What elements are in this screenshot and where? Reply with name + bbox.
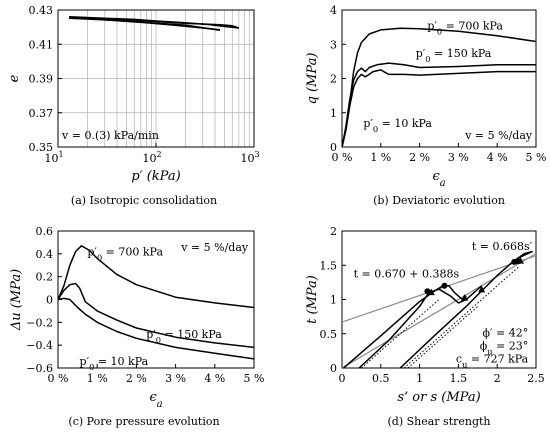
annotation: t = 0.668s′ (472, 240, 533, 253)
panel-a: 101 102 103 0.35 0.37 0.39 0.41 0.43 p′ (kPa) e (a… (7, 4, 260, 207)
annotation: p′0 = 10 kPa (80, 355, 149, 372)
panel-caption: (a) Isotropic consolidation (71, 194, 217, 207)
annotation-text: p′0 = 700 kPa (427, 19, 503, 36)
annotation-text: cu = 727 kPa (456, 352, 529, 369)
annotation-text: p′0 = 700 kPa (87, 246, 163, 263)
y-tick-label: 0.41 (29, 38, 54, 51)
annotation: t = 0.670 + 0.388s (354, 267, 460, 280)
y-tick-label: 1 (330, 294, 337, 307)
x-axis-label: ϵa (432, 169, 445, 189)
y-tick-label: 0.4 (36, 248, 54, 261)
annotation-text: v = 0.(3) kPa/min (61, 129, 159, 142)
y-tick-label: 0.35 (29, 141, 54, 154)
y-tick-label: 0.43 (29, 4, 54, 17)
y-tick-label: 1.5 (320, 259, 338, 272)
panel-c: 0 % 1 % 2 % 3 % 4 % 5 % 0.6 0.4 0.2 0 −0.2 −0.4 −0.6… (9, 225, 264, 428)
annotation-text: v = 5 %/day (464, 129, 533, 142)
y-tick-label: −0.2 (26, 316, 53, 329)
y-tick-label: 0.5 (320, 328, 338, 341)
x-tick-label: 0.5 (372, 372, 390, 385)
plot-area (69, 17, 239, 30)
y-tick-label: 2 (330, 73, 337, 86)
annotation-text: ϕ′ = 42° (483, 326, 529, 339)
y-tick-label: 0 (330, 141, 337, 154)
x-tick-label: 3 % (448, 151, 469, 164)
y-axis-label: e (7, 74, 22, 82)
marker-circle (441, 283, 447, 289)
annotation: p′0 = 700 kPa (87, 246, 163, 263)
x-tick-label: 103 (240, 150, 259, 165)
annotation: p′0 = 150 kPa (416, 47, 492, 64)
x-tick-label: 2 % (126, 372, 147, 385)
x-tick-label: 4 % (204, 372, 225, 385)
x-tick-label: 3 % (165, 372, 186, 385)
panel-b: 0 % 1 % 2 % 3 % 4 % 5 % 0 1 2 3 4 ϵa q (MPa) (b) Devi… (305, 4, 546, 207)
x-tick-label: 1 % (87, 372, 108, 385)
panel-caption: (d) Shear strength (387, 415, 490, 428)
x-tick-label: 0 (339, 372, 346, 385)
x-axis-label: s’ or s (MPa) (397, 390, 480, 405)
annotation: v = 5 %/day (180, 241, 249, 254)
x-tick-label: 1 % (370, 151, 391, 164)
annotation-text: t = 0.670 + 0.388s (354, 267, 460, 280)
x-tick-label: 2.5 (527, 372, 545, 385)
x-axis-label: p′ (kPa) (131, 169, 180, 184)
series-line (58, 298, 254, 359)
y-tick-label: 0 (46, 294, 53, 307)
annotation-text: p′0 = 150 kPa (416, 47, 492, 64)
y-axis-label: q (MPa) (305, 53, 320, 105)
y-tick-label: 0 (330, 362, 337, 375)
y-tick-label: −0.4 (26, 339, 53, 352)
y-tick-label: 2 (330, 225, 337, 238)
x-tick-label: 5 % (244, 372, 265, 385)
annotation: cu = 727 kPa (456, 352, 529, 369)
annotation-text: p′0 = 10 kPa (363, 117, 432, 134)
annotation: v = 5 %/day (464, 129, 533, 142)
y-tick-label: −0.6 (26, 362, 53, 375)
x-tick-label: 102 (142, 150, 161, 165)
annotation-text: p′0 = 10 kPa (80, 355, 149, 372)
y-tick-label: 0.37 (29, 107, 54, 120)
x-tick-label: 1 (416, 372, 423, 385)
x-tick-label: 2 % (409, 151, 430, 164)
annotation: p′0 = 10 kPa (363, 117, 432, 134)
y-tick-label: 0.39 (29, 73, 54, 86)
panel-d: 0 0.5 1 1.5 2 2.5 0 0.5 1 1.5 2 s’ or s (MPa) t (MPa… (305, 225, 545, 428)
x-tick-label: 5 % (526, 151, 547, 164)
x-axis-label: ϵa (149, 390, 162, 410)
y-tick-label: 0.2 (36, 271, 54, 284)
y-tick-label: 3 (330, 38, 337, 51)
x-tick-label: 1.5 (450, 372, 468, 385)
y-axis-label: Δu (MPa) (9, 269, 24, 331)
panel-caption: (c) Pore pressure evolution (68, 415, 219, 428)
annotation-text: t = 0.668s′ (472, 240, 533, 253)
y-tick-label: 1 (330, 107, 337, 120)
y-tick-label: 4 (330, 4, 337, 17)
annotation: p′0 = 700 kPa (427, 19, 503, 36)
annotation: ϕ′ = 42° (483, 326, 529, 339)
y-tick-label: 0.6 (36, 225, 54, 238)
x-tick-label: 4 % (487, 151, 508, 164)
annotation-text: v = 5 %/day (180, 241, 249, 254)
y-axis-label: t (MPa) (305, 275, 320, 324)
x-tick-label: 2 (494, 372, 501, 385)
annotation: v = 0.(3) kPa/min (61, 129, 159, 142)
panel-caption: (b) Deviatoric evolution (373, 194, 505, 207)
